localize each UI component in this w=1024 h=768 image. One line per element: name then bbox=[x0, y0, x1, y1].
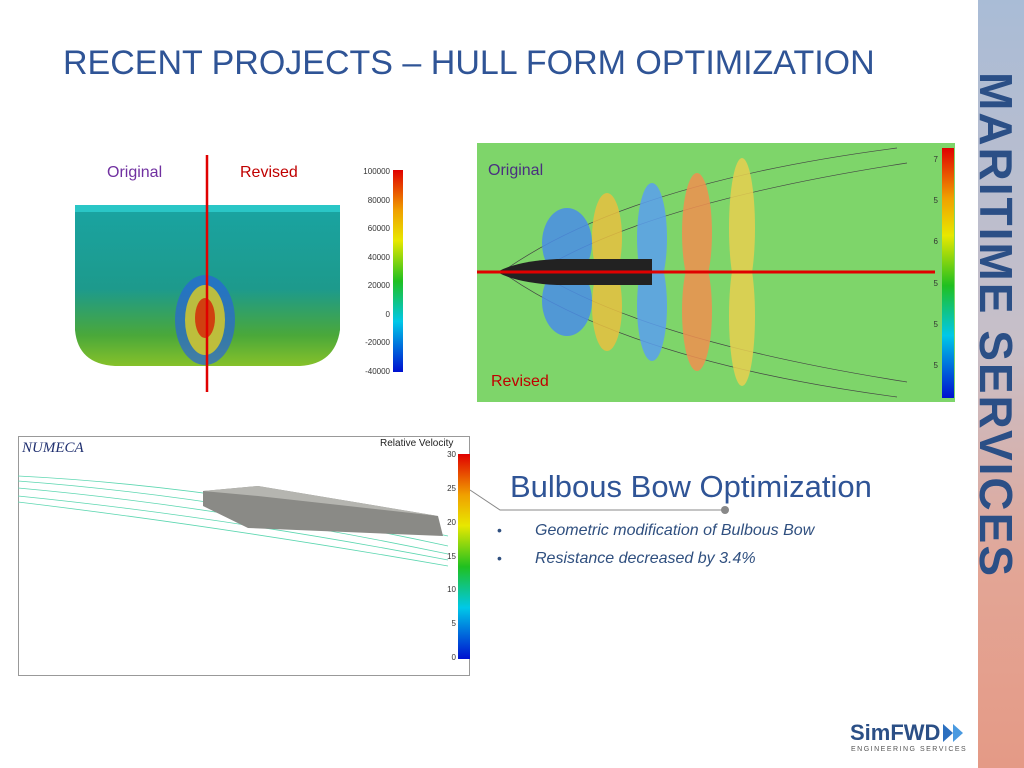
colorbar-tick-label: 20000 bbox=[367, 281, 390, 291]
revised-label: Revised bbox=[240, 164, 298, 181]
original-label: Original bbox=[488, 162, 544, 179]
original-label: Original bbox=[107, 164, 163, 181]
colorbar-tick-label: 5 bbox=[933, 361, 938, 370]
bullet-dot: • bbox=[497, 550, 502, 566]
section-heading: Bulbous Bow Optimization bbox=[510, 469, 872, 504]
logo-tagline: ENGINEERING SERVICES bbox=[851, 746, 968, 753]
slide-title: RECENT PROJECTS – HULL FORM OPTIMIZATION bbox=[63, 44, 875, 82]
colorbar-tick-label: 6 bbox=[933, 237, 938, 247]
wave-image bbox=[477, 143, 955, 402]
colorbar-tick-label: 0 bbox=[451, 653, 456, 662]
logo-arrows bbox=[943, 724, 963, 742]
colorbar-tick-label: -20000 bbox=[365, 338, 390, 348]
colorbar-tick-label: 10 bbox=[447, 585, 456, 595]
bullet: Geometric modification of Bulbous Bow bbox=[535, 522, 815, 539]
software-label: NUMECA bbox=[22, 440, 84, 456]
colorbar-tick-label: 60000 bbox=[367, 224, 390, 234]
logo-name: SimFWD bbox=[850, 720, 941, 745]
colorbar-tick-label: 5 bbox=[933, 196, 938, 206]
colorbar-tick-label: 5 bbox=[933, 278, 938, 288]
colorbar-tick-label: 5 bbox=[451, 619, 456, 629]
colorbar-tick-label: 15 bbox=[447, 551, 456, 561]
flow-image bbox=[18, 436, 470, 676]
bullet-dot: • bbox=[497, 522, 502, 538]
sidebar-text: MARITIME SERVICES bbox=[970, 72, 1022, 578]
sidebar bbox=[978, 0, 1024, 768]
colorbar-tick-label: 30 bbox=[447, 450, 456, 459]
colorbar-tick-label: 20 bbox=[447, 517, 456, 527]
colorbar-tick-label: 40000 bbox=[367, 252, 390, 262]
colorbar-tick-label: 25 bbox=[447, 483, 456, 493]
revised-label: Revised bbox=[491, 373, 549, 390]
legend-title: Relative Velocity bbox=[380, 438, 454, 449]
colorbar-tick-label: 100000 bbox=[363, 167, 390, 176]
colorbar-tick-label: 7 bbox=[933, 155, 938, 164]
hull-image bbox=[75, 155, 403, 392]
colorbar-tick-label: 5 bbox=[933, 319, 938, 329]
colorbar-tick-label: 0 bbox=[385, 309, 390, 319]
colorbar-tick-label: 80000 bbox=[367, 195, 390, 205]
colorbar-tick-label: -40000 bbox=[365, 367, 390, 376]
bullet: Resistance decreased by 3.4% bbox=[535, 550, 756, 567]
callout-line bbox=[469, 489, 729, 514]
